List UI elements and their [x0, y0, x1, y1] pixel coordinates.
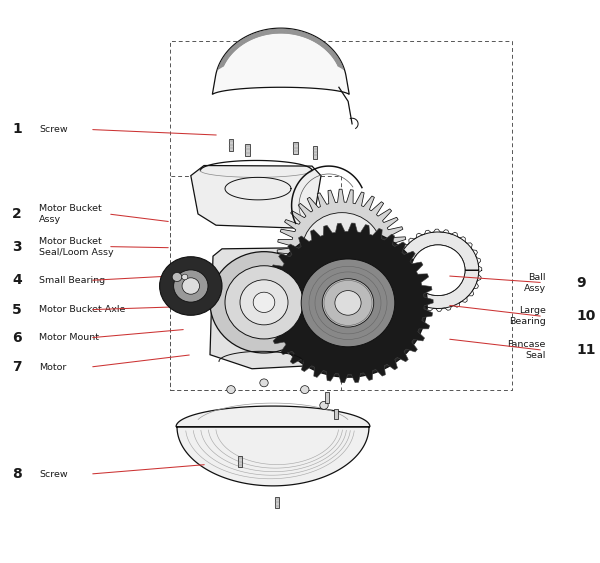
Text: 7: 7 — [12, 360, 22, 374]
Circle shape — [260, 379, 268, 387]
Polygon shape — [229, 139, 233, 151]
Polygon shape — [397, 232, 479, 309]
Text: Fancase
Seal: Fancase Seal — [508, 340, 546, 360]
Circle shape — [269, 229, 427, 377]
Text: Large
Bearing: Large Bearing — [509, 306, 546, 327]
Circle shape — [335, 291, 361, 315]
Circle shape — [411, 245, 465, 296]
Polygon shape — [176, 406, 370, 486]
Circle shape — [210, 252, 318, 353]
Text: Motor Mount: Motor Mount — [39, 333, 99, 342]
Text: Screw: Screw — [39, 125, 68, 134]
Polygon shape — [275, 497, 280, 508]
Circle shape — [180, 282, 190, 291]
Text: 9: 9 — [576, 276, 586, 289]
Circle shape — [182, 274, 188, 280]
Polygon shape — [334, 409, 338, 419]
Circle shape — [182, 278, 200, 294]
Polygon shape — [313, 146, 317, 159]
Polygon shape — [325, 392, 329, 403]
Polygon shape — [277, 189, 407, 311]
Circle shape — [160, 257, 222, 315]
Text: Motor Bucket Axle: Motor Bucket Axle — [39, 305, 125, 314]
Circle shape — [322, 279, 374, 327]
Text: 6: 6 — [12, 331, 22, 345]
Text: 4: 4 — [12, 274, 22, 287]
Polygon shape — [212, 28, 349, 95]
Polygon shape — [293, 142, 298, 154]
Circle shape — [227, 386, 235, 394]
Text: 3: 3 — [12, 240, 22, 253]
Circle shape — [253, 292, 275, 312]
Text: 10: 10 — [576, 310, 595, 323]
Circle shape — [320, 401, 328, 409]
Circle shape — [302, 213, 382, 287]
Circle shape — [172, 272, 182, 282]
Text: 5: 5 — [12, 303, 22, 316]
Circle shape — [225, 266, 303, 339]
Polygon shape — [245, 144, 250, 156]
Text: Ball
Assy: Ball Assy — [524, 272, 546, 293]
Polygon shape — [191, 166, 321, 228]
Polygon shape — [210, 248, 315, 369]
Circle shape — [240, 280, 288, 325]
Text: Motor Bucket
Seal/Loom Assy: Motor Bucket Seal/Loom Assy — [39, 236, 113, 257]
Text: 1: 1 — [12, 123, 22, 136]
Text: Small Bearing: Small Bearing — [39, 276, 105, 285]
Text: 11: 11 — [576, 343, 595, 357]
Text: 8: 8 — [12, 467, 22, 481]
Text: 2: 2 — [12, 207, 22, 221]
Text: Motor Bucket
Assy: Motor Bucket Assy — [39, 204, 102, 224]
Text: Screw: Screw — [39, 470, 68, 479]
Circle shape — [301, 386, 309, 394]
Circle shape — [301, 259, 395, 347]
Text: Motor: Motor — [39, 363, 67, 372]
Circle shape — [173, 270, 208, 302]
Polygon shape — [263, 223, 433, 383]
Polygon shape — [238, 456, 242, 467]
